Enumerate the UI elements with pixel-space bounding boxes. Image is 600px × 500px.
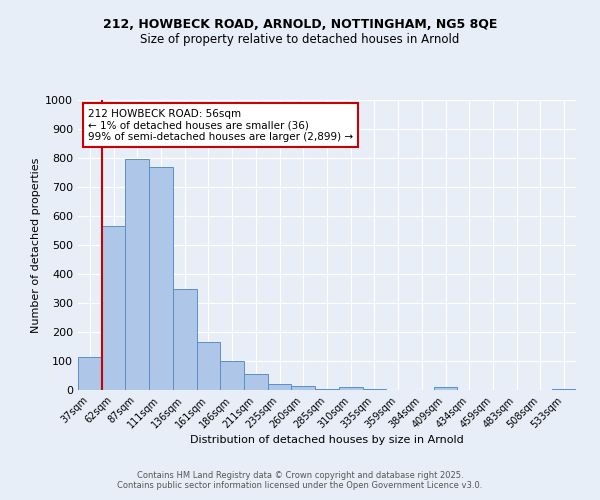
Bar [197,342,220,390]
Bar [268,384,292,390]
Bar [362,388,386,390]
Bar [292,386,315,390]
Bar [78,356,102,390]
Bar [220,361,244,390]
Text: Size of property relative to detached houses in Arnold: Size of property relative to detached ho… [140,32,460,46]
Bar [315,388,339,390]
Bar [173,288,197,390]
Bar [102,226,125,390]
Text: 212, HOWBECK ROAD, ARNOLD, NOTTINGHAM, NG5 8QE: 212, HOWBECK ROAD, ARNOLD, NOTTINGHAM, N… [103,18,497,30]
Bar [149,166,173,390]
X-axis label: Distribution of detached houses by size in Arnold: Distribution of detached houses by size … [190,436,464,446]
Bar [552,388,576,390]
Bar [339,386,362,390]
Bar [434,387,457,390]
Y-axis label: Number of detached properties: Number of detached properties [31,158,41,332]
Text: Contains HM Land Registry data © Crown copyright and database right 2025.
Contai: Contains HM Land Registry data © Crown c… [118,470,482,490]
Bar [244,374,268,390]
Text: 212 HOWBECK ROAD: 56sqm
← 1% of detached houses are smaller (36)
99% of semi-det: 212 HOWBECK ROAD: 56sqm ← 1% of detached… [88,108,353,142]
Bar [125,160,149,390]
